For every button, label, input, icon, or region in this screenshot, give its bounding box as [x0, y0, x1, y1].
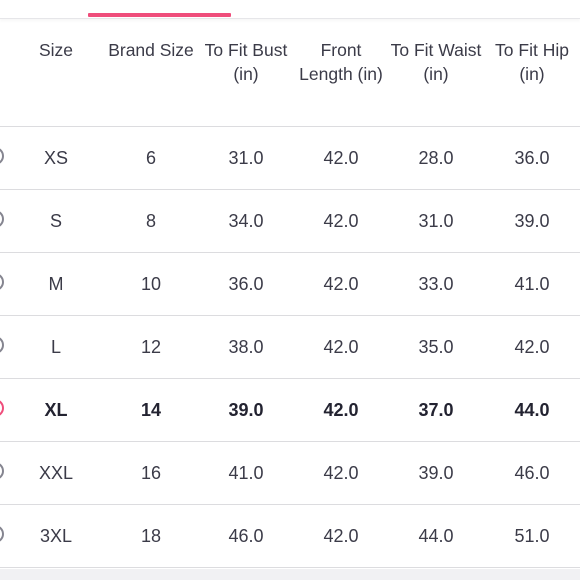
cell-waist: 33.0: [418, 274, 454, 294]
cell-brand-size: 8: [145, 211, 156, 231]
cell-front-length: 42.0: [323, 211, 359, 231]
cell-front-length: 42.0: [323, 526, 359, 546]
cell-brand-size: 6: [145, 148, 156, 168]
cell-bust: 38.0: [228, 337, 264, 357]
cell-hip: 41.0: [514, 274, 550, 294]
size-chart-table: Size Brand Size To Fit Bust (in) Front L…: [0, 18, 580, 568]
cell-size: XL: [44, 400, 68, 420]
table-row[interactable]: XL 14 39.0 42.0 37.0 44.0: [0, 379, 580, 442]
size-radio[interactable]: [0, 210, 4, 228]
cell-bust: 36.0: [228, 274, 264, 294]
cell-size: XXL: [38, 463, 74, 483]
cell-hip: 42.0: [514, 337, 550, 357]
table-row[interactable]: L 12 38.0 42.0 35.0 42.0: [0, 316, 580, 379]
cell-bust: 34.0: [228, 211, 264, 231]
cell-hip: 44.0: [514, 400, 550, 420]
header-size: Size: [38, 40, 74, 60]
cell-waist: 37.0: [418, 400, 454, 420]
cell-brand-size: 12: [140, 337, 162, 357]
cell-waist: 44.0: [418, 526, 454, 546]
cell-waist: 31.0: [418, 211, 454, 231]
cell-bust: 41.0: [228, 463, 264, 483]
cell-waist: 28.0: [418, 148, 454, 168]
header-to-fit-waist: To Fit Waist (in): [390, 40, 482, 84]
table-row[interactable]: XS 6 31.0 42.0 28.0 36.0: [0, 127, 580, 190]
cell-bust: 39.0: [228, 400, 264, 420]
cell-size: S: [49, 211, 62, 231]
table-header: Size Brand Size To Fit Bust (in) Front L…: [0, 18, 580, 127]
cell-front-length: 42.0: [323, 337, 359, 357]
cell-front-length: 42.0: [323, 148, 359, 168]
cell-hip: 36.0: [514, 148, 550, 168]
tab-bar: [0, 0, 580, 19]
size-radio[interactable]: [0, 336, 4, 354]
cell-front-length: 42.0: [323, 400, 359, 420]
size-radio[interactable]: [0, 462, 4, 480]
header-front-length: Front Length (in): [299, 40, 383, 84]
cell-hip: 46.0: [514, 463, 550, 483]
active-tab-indicator: [88, 13, 231, 17]
cell-brand-size: 14: [140, 400, 162, 420]
header-to-fit-bust: To Fit Bust (in): [204, 40, 288, 84]
cell-bust: 31.0: [228, 148, 264, 168]
table-row[interactable]: XXL 16 41.0 42.0 39.0 46.0: [0, 442, 580, 505]
size-radio[interactable]: [0, 525, 4, 543]
footer-divider: [0, 569, 580, 580]
cell-brand-size: 10: [140, 274, 162, 294]
table-row[interactable]: 3XL 18 46.0 42.0 44.0 51.0: [0, 505, 580, 568]
cell-waist: 35.0: [418, 337, 454, 357]
cell-front-length: 42.0: [323, 463, 359, 483]
cell-size: L: [50, 337, 61, 357]
cell-hip: 39.0: [514, 211, 550, 231]
cell-size: XS: [43, 148, 68, 168]
cell-front-length: 42.0: [323, 274, 359, 294]
size-radio[interactable]: [0, 147, 4, 165]
cell-hip: 51.0: [514, 526, 550, 546]
header-brand-size: Brand Size: [108, 40, 194, 60]
cell-brand-size: 16: [140, 463, 162, 483]
table-row[interactable]: M 10 36.0 42.0 33.0 41.0: [0, 253, 580, 316]
cell-waist: 39.0: [418, 463, 454, 483]
size-radio[interactable]: [0, 273, 4, 291]
table-row[interactable]: S 8 34.0 42.0 31.0 39.0: [0, 190, 580, 253]
cell-size: M: [48, 274, 64, 294]
size-radio[interactable]: [0, 399, 4, 417]
cell-brand-size: 18: [140, 526, 162, 546]
header-to-fit-hip: To Fit Hip (in): [495, 40, 569, 84]
cell-bust: 46.0: [228, 526, 264, 546]
cell-size: 3XL: [39, 526, 73, 546]
